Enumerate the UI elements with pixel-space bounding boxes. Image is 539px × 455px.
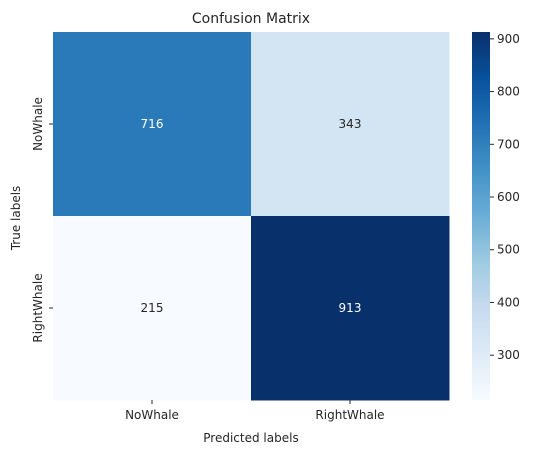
cell-value-label: 913: [339, 301, 362, 315]
colorbar-tick-label: 400: [497, 295, 520, 309]
heatmap-cell: [251, 216, 450, 401]
heatmap-cells: [53, 32, 450, 401]
colorbar-tick-label: 600: [497, 190, 520, 204]
x-axis-ticks: NoWhale RightWhale: [125, 400, 385, 422]
colorbar: [472, 32, 490, 400]
colorbar-tick-label: 700: [497, 137, 520, 151]
colorbar-ticks: 300 400 500 600 700 800 900: [490, 32, 520, 362]
cell-value-label: 716: [141, 117, 164, 131]
heatmap-cell: [53, 32, 252, 217]
heatmap-cell-labels: 716 343 215 913: [141, 117, 362, 315]
colorbar-tick-label: 300: [497, 348, 520, 362]
colorbar-tick-label: 500: [497, 243, 520, 257]
x-axis-label: Predicted labels: [203, 431, 298, 445]
cell-value-label: 343: [339, 117, 362, 131]
x-tick-label: RightWhale: [315, 408, 384, 422]
y-tick-label: NoWhale: [31, 97, 45, 151]
y-axis-ticks: NoWhale RightWhale: [31, 97, 53, 343]
y-tick-label: RightWhale: [31, 273, 45, 342]
colorbar-tick-label: 800: [497, 85, 520, 99]
cell-value-label: 215: [141, 301, 164, 315]
heatmap-cell: [251, 32, 450, 217]
y-axis-label: True labels: [9, 186, 23, 252]
colorbar-tick-label: 900: [497, 32, 520, 46]
chart-title: Confusion Matrix: [192, 11, 310, 27]
heatmap-cell: [53, 216, 252, 401]
x-tick-label: NoWhale: [125, 408, 179, 422]
